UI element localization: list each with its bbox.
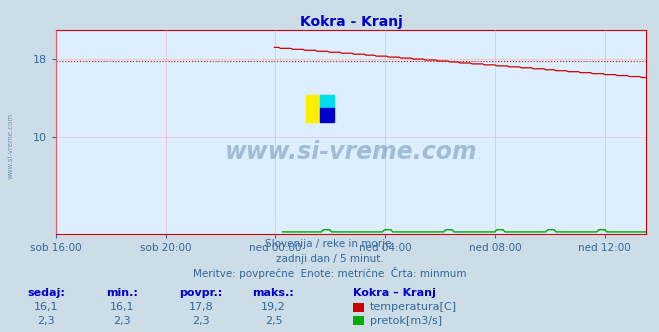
Text: sedaj:: sedaj:: [27, 288, 65, 298]
Text: temperatura[C]: temperatura[C]: [370, 302, 457, 312]
Text: 16,1: 16,1: [109, 302, 134, 312]
Text: 2,3: 2,3: [192, 316, 210, 326]
Text: Meritve: povprečne  Enote: metrične  Črta: minmum: Meritve: povprečne Enote: metrične Črta:…: [192, 267, 467, 279]
Bar: [320, 109, 334, 122]
Text: Kokra – Kranj: Kokra – Kranj: [353, 288, 436, 298]
Text: 2,5: 2,5: [265, 316, 282, 326]
Text: povpr.:: povpr.:: [179, 288, 223, 298]
Text: 2,3: 2,3: [113, 316, 130, 326]
Text: 2,3: 2,3: [38, 316, 55, 326]
Title: Kokra - Kranj: Kokra - Kranj: [300, 15, 402, 29]
Text: 16,1: 16,1: [34, 302, 59, 312]
Bar: [320, 95, 334, 109]
Bar: [306, 95, 320, 122]
Text: pretok[m3/s]: pretok[m3/s]: [370, 316, 442, 326]
Text: www.si-vreme.com: www.si-vreme.com: [8, 113, 14, 179]
Text: zadnji dan / 5 minut.: zadnji dan / 5 minut.: [275, 254, 384, 264]
Text: maks.:: maks.:: [252, 288, 295, 298]
Text: 19,2: 19,2: [261, 302, 286, 312]
Text: 17,8: 17,8: [188, 302, 214, 312]
Text: Slovenija / reke in morje.: Slovenija / reke in morje.: [264, 239, 395, 249]
Text: min.:: min.:: [106, 288, 138, 298]
Text: www.si-vreme.com: www.si-vreme.com: [225, 140, 477, 164]
